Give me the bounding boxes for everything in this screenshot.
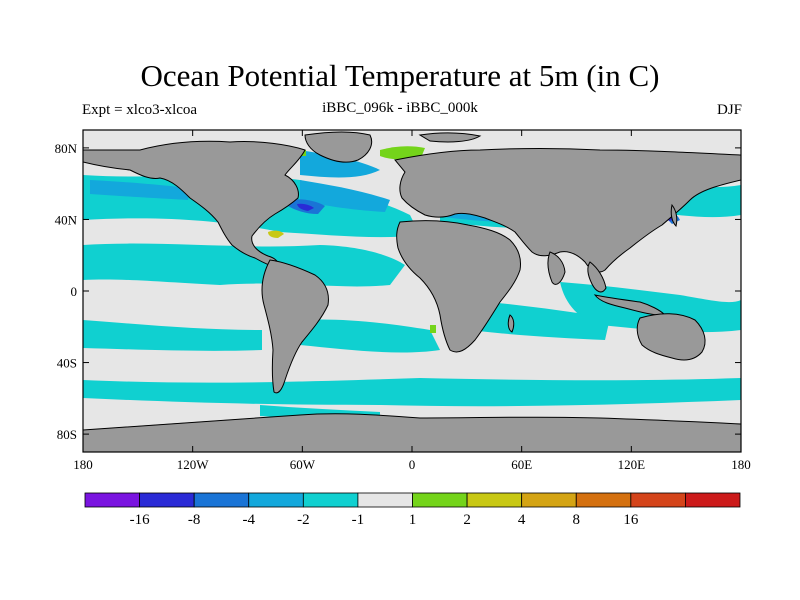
y-tick-label: 80N bbox=[55, 141, 78, 156]
x-tick-label: 60E bbox=[511, 457, 532, 472]
colorbar-swatch bbox=[575, 492, 632, 508]
colorbar-label: 4 bbox=[518, 512, 526, 528]
japan bbox=[670, 203, 678, 227]
colorbar-swatch bbox=[685, 492, 741, 508]
arctic-islands bbox=[418, 132, 482, 143]
colorbar-label: 2 bbox=[463, 512, 471, 528]
difference-label: iBBC_096k - iBBC_000k bbox=[322, 100, 478, 116]
season-label: DJF bbox=[716, 102, 742, 118]
colorbar-swatch bbox=[521, 492, 577, 508]
australia bbox=[636, 313, 706, 361]
colorbar-swatch bbox=[466, 492, 523, 508]
colorbar-label: 1 bbox=[409, 512, 417, 528]
colorbar-label: -2 bbox=[297, 512, 310, 528]
y-axis: 80N 40N 0 40S 80S bbox=[55, 141, 741, 442]
y-tick-label: 40N bbox=[55, 212, 78, 227]
x-tick-label: 60W bbox=[290, 457, 316, 472]
experiment-label: Expt = xlco3-xlcoa bbox=[82, 102, 198, 118]
x-axis: 180 120W 60W 0 60E 120E 180 bbox=[73, 130, 751, 472]
x-tick-label: 0 bbox=[409, 457, 416, 472]
colorbar-label: -8 bbox=[188, 512, 201, 528]
colorbar-label: -4 bbox=[243, 512, 256, 528]
colorbar-swatch bbox=[412, 492, 468, 508]
colorbar-swatch bbox=[193, 492, 250, 508]
colorbar: -16 -8 -4 -2 -1 1 2 4 8 16 bbox=[84, 492, 741, 528]
colorbar-label: -1 bbox=[352, 512, 365, 528]
y-tick-label: 0 bbox=[71, 284, 78, 299]
land-masses bbox=[83, 131, 741, 452]
plot-title: Ocean Potential Temperature at 5m (in C) bbox=[140, 58, 660, 93]
south-america bbox=[261, 259, 329, 394]
x-tick-label: 180 bbox=[73, 457, 93, 472]
antarctica bbox=[83, 413, 741, 452]
colorbar-swatch bbox=[357, 492, 413, 508]
colorbar-label: -16 bbox=[130, 512, 150, 528]
colorbar-label: 8 bbox=[573, 512, 581, 528]
colorbar-swatch bbox=[630, 492, 686, 508]
southeast-asia bbox=[587, 261, 607, 293]
colorbar-swatch bbox=[302, 492, 359, 508]
colorbar-swatch bbox=[84, 492, 140, 508]
greenland bbox=[304, 131, 373, 163]
colorbar-label: 16 bbox=[623, 512, 639, 528]
x-tick-label: 180 bbox=[731, 457, 751, 472]
north-america bbox=[83, 140, 306, 269]
africa bbox=[396, 220, 521, 353]
y-tick-label: 80S bbox=[57, 427, 77, 442]
colorbar-swatch bbox=[139, 492, 195, 508]
india bbox=[547, 251, 566, 285]
y-tick-label: 40S bbox=[57, 356, 77, 371]
x-tick-label: 120W bbox=[177, 457, 210, 472]
madagascar bbox=[507, 314, 515, 333]
x-tick-label: 120E bbox=[618, 457, 646, 472]
colorbar-swatch bbox=[248, 492, 304, 508]
